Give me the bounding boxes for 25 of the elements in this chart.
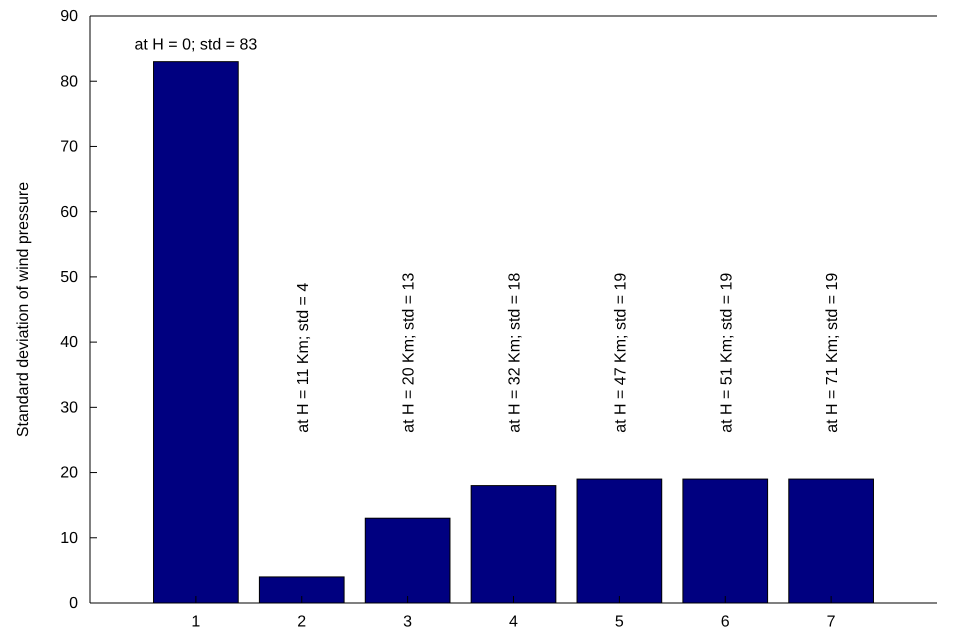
x-tick-label: 2 (297, 613, 306, 630)
y-axis-title: Standard deviation of wind pressure (15, 182, 32, 438)
y-tick-label: 50 (60, 269, 78, 286)
annotation: at H = 0; std = 83 (134, 36, 258, 54)
x-tick-label: 1 (191, 613, 200, 630)
annotation: at H = 71 Km; std = 19 (824, 272, 842, 433)
y-tick-label: 30 (60, 399, 78, 416)
x-tick-label: 6 (720, 613, 730, 630)
x-tick-label: 3 (403, 613, 412, 630)
annotation: at H = 11 Km; std = 4 (294, 282, 312, 433)
y-tick-label: 60 (60, 204, 78, 221)
annotation: at H = 47 Km; std = 19 (612, 272, 630, 433)
y-tick-label: 70 (60, 138, 78, 156)
y-tick-label: 40 (60, 334, 78, 352)
y-tick-label: 0 (69, 595, 78, 612)
annotation: at H = 20 Km; std = 13 (400, 272, 418, 433)
x-tick-label: 7 (826, 613, 836, 630)
annotation: at H = 51 Km; std = 19 (718, 272, 736, 433)
y-tick-label: 20 (60, 464, 78, 482)
y-tick-label: 80 (60, 73, 78, 90)
y-tick-label: 90 (60, 8, 78, 26)
annotation: at H = 32 Km; std = 18 (506, 272, 524, 433)
x-tick-label: 4 (509, 613, 518, 630)
x-tick-label: 5 (614, 613, 624, 630)
y-tick-label: 10 (60, 530, 78, 547)
